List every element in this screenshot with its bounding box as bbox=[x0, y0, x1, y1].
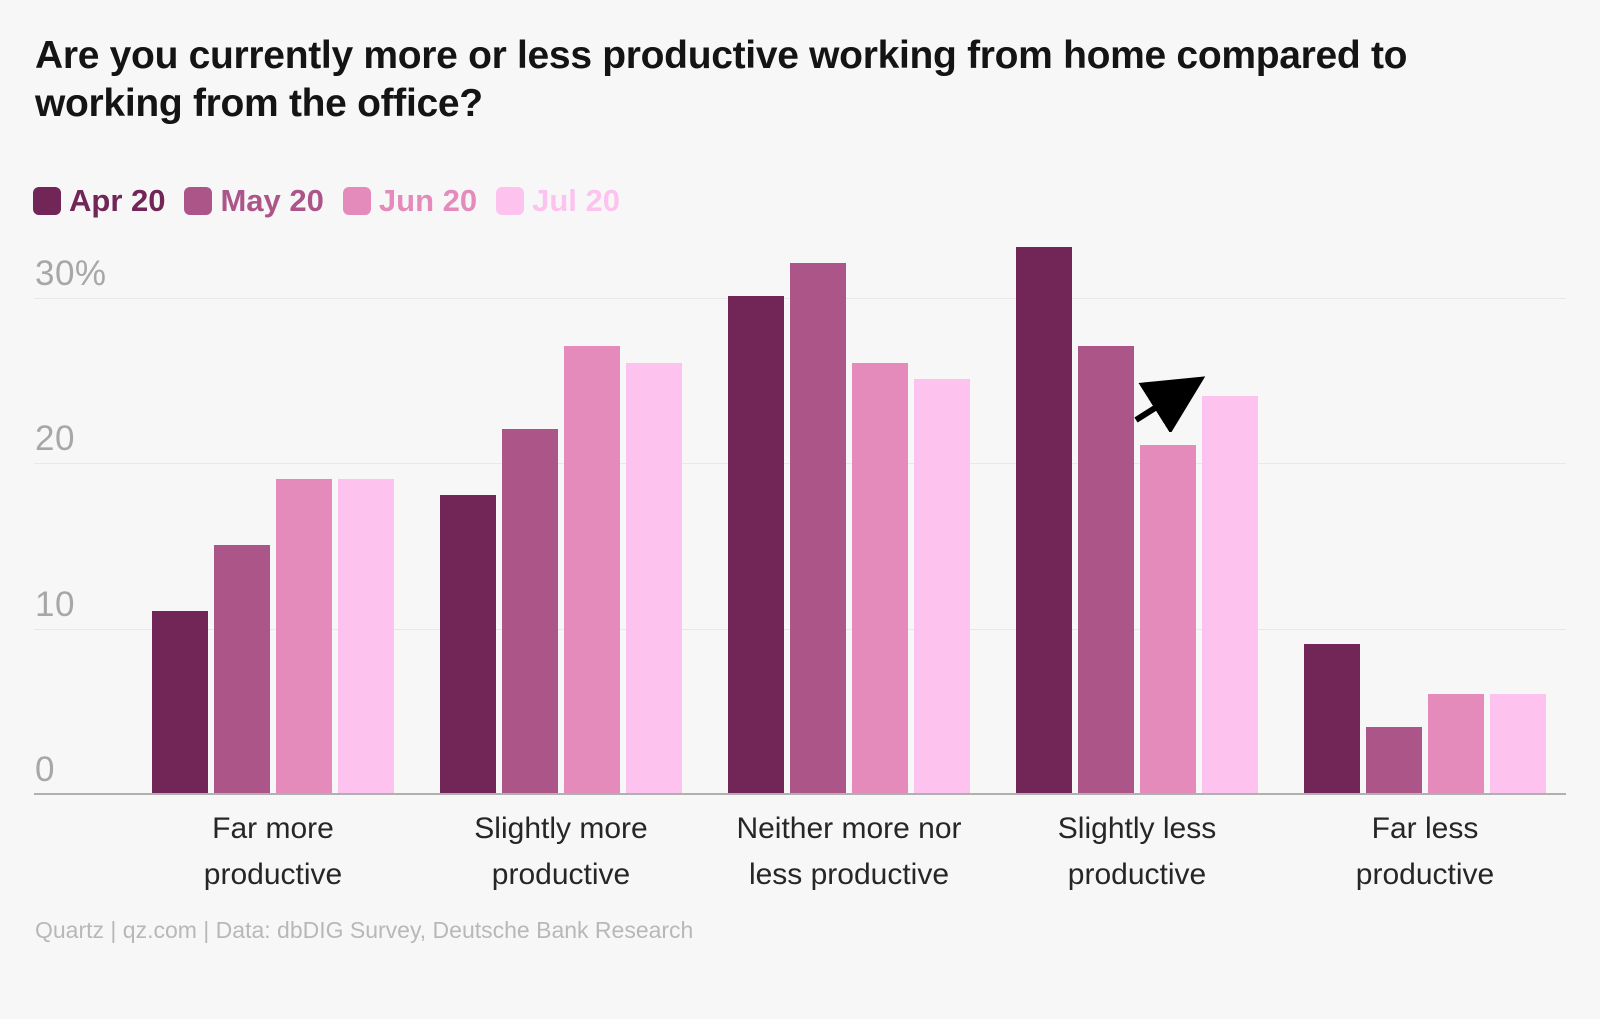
legend: Apr 20 May 20 Jun 20 Jul 20 bbox=[33, 183, 620, 219]
legend-label-may-20: May 20 bbox=[220, 183, 324, 218]
bar-jun-20-neither-more-nor-less-productive bbox=[852, 363, 908, 793]
bar-jul-20-neither-more-nor-less-productive bbox=[914, 379, 970, 793]
y-tick-label-10: 10 bbox=[35, 585, 75, 624]
bar-apr-20-slightly-more-productive bbox=[440, 495, 496, 793]
x-axis-label-line1: Neither more nor bbox=[736, 812, 962, 845]
arrow-annotation-icon bbox=[1134, 376, 1206, 434]
x-axis-label-far-less-productive: Far less productive bbox=[1255, 806, 1595, 898]
bar-jun-20-slightly-less-productive bbox=[1140, 445, 1196, 793]
legend-swatch-may-20 bbox=[184, 187, 213, 215]
bar-may-20-far-less-productive bbox=[1366, 727, 1422, 793]
bar-jun-20-far-less-productive bbox=[1428, 694, 1484, 793]
legend-label-jul-20: Jul 20 bbox=[532, 183, 620, 218]
source-attribution: Quartz | qz.com | Data: dbDIG Survey, De… bbox=[35, 917, 694, 943]
x-axis-label-line2: productive bbox=[491, 858, 631, 891]
legend-swatch-jul-20 bbox=[496, 187, 525, 215]
x-axis-label-line1: Far more bbox=[212, 812, 334, 845]
legend-item-jun-20: Jun 20 bbox=[342, 183, 478, 219]
x-axis-label-line2: productive bbox=[1355, 858, 1495, 891]
x-axis-label-line2: less productive bbox=[748, 858, 950, 891]
x-axis-label-slightly-more-productive: Slightly more productive bbox=[391, 806, 731, 898]
x-axis-label-line1: Far less bbox=[1371, 812, 1479, 845]
x-axis-label-line1: Slightly more bbox=[474, 812, 648, 845]
chart-title-line1: Are you currently more or less productiv… bbox=[35, 34, 1408, 77]
chart-title: Are you currently more or less productiv… bbox=[35, 32, 1407, 128]
bar-apr-20-far-more-productive bbox=[152, 611, 208, 793]
x-axis-line bbox=[34, 793, 1566, 795]
bar-may-20-slightly-more-productive bbox=[502, 429, 558, 793]
x-axis-label-neither-more-nor-less-productive: Neither more nor less productive bbox=[679, 806, 1019, 898]
bar-jul-20-far-more-productive bbox=[338, 479, 394, 793]
y-tick-label-0: 0 bbox=[35, 750, 55, 789]
legend-label-apr-20: Apr 20 bbox=[69, 183, 166, 218]
legend-item-jul-20: Jul 20 bbox=[496, 183, 620, 219]
chart-title-line2: working from the office? bbox=[35, 82, 483, 125]
bar-may-20-far-more-productive bbox=[214, 545, 270, 793]
legend-item-may-20: May 20 bbox=[184, 183, 324, 219]
bar-may-20-neither-more-nor-less-productive bbox=[790, 263, 846, 793]
x-axis-label-slightly-less-productive: Slightly less productive bbox=[967, 806, 1307, 898]
legend-swatch-apr-20 bbox=[33, 187, 61, 215]
legend-swatch-jun-20 bbox=[342, 187, 371, 215]
x-axis-label-far-more-productive: Far more productive bbox=[103, 806, 443, 898]
bar-jun-20-slightly-more-productive bbox=[564, 346, 620, 793]
bar-jul-20-slightly-less-productive bbox=[1202, 396, 1258, 793]
x-axis-label-line2: productive bbox=[1067, 858, 1207, 891]
y-tick-label-30: 30% bbox=[35, 254, 107, 293]
x-axis-label-line1: Slightly less bbox=[1057, 812, 1217, 845]
bar-jun-20-far-more-productive bbox=[276, 479, 332, 793]
bar-may-20-slightly-less-productive bbox=[1078, 346, 1134, 793]
arrow-annotation bbox=[1128, 366, 1220, 434]
bar-jul-20-far-less-productive bbox=[1490, 694, 1546, 793]
x-axis-label-line2: productive bbox=[203, 858, 343, 891]
bar-apr-20-slightly-less-productive bbox=[1016, 247, 1072, 793]
legend-item-apr-20: Apr 20 bbox=[33, 183, 165, 219]
legend-label-jun-20: Jun 20 bbox=[378, 183, 478, 218]
bar-jul-20-slightly-more-productive bbox=[626, 363, 682, 793]
bar-apr-20-neither-more-nor-less-productive bbox=[728, 296, 784, 793]
y-tick-label-20: 20 bbox=[35, 419, 75, 458]
bar-apr-20-far-less-productive bbox=[1304, 644, 1360, 793]
